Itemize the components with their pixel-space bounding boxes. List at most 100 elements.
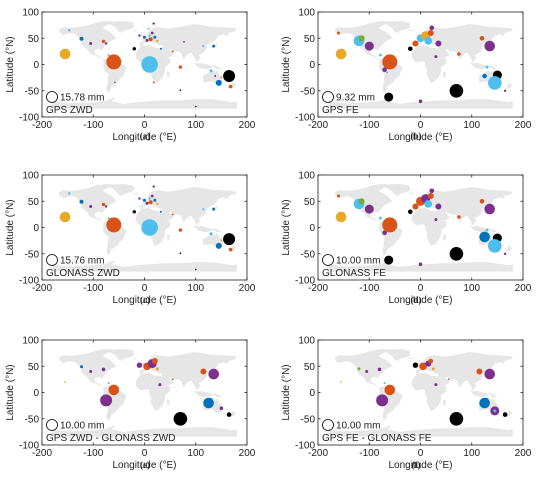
x-tick-label: -100	[359, 448, 379, 459]
station-marker	[434, 218, 438, 222]
panel-caption: (d)	[411, 295, 422, 305]
station-marker	[212, 44, 216, 48]
y-tick-label: 100	[298, 336, 315, 347]
x-tick-label: -200	[32, 448, 52, 459]
station-marker	[145, 201, 149, 205]
panel-caption: (a)	[140, 131, 151, 141]
y-tick-label: -50	[25, 86, 40, 97]
land-antarctica	[52, 260, 237, 272]
station-marker	[429, 25, 435, 31]
station-marker	[485, 228, 489, 232]
land-greenland	[383, 20, 411, 33]
station-marker	[228, 84, 233, 89]
y-tick-label: -100	[19, 276, 39, 287]
land-iceland	[132, 357, 138, 359]
station-marker	[152, 22, 155, 25]
panel-annotation: GLONASS FE	[322, 268, 386, 279]
x-tick-label: -100	[359, 283, 379, 294]
station-marker	[151, 358, 158, 364]
size-legend-value: 9.32 mm	[336, 93, 375, 104]
station-marker	[223, 70, 236, 82]
land-greenland	[107, 183, 135, 196]
station-marker	[141, 56, 158, 73]
land-south-america	[379, 386, 403, 421]
station-marker	[212, 207, 216, 211]
station-marker	[364, 204, 374, 214]
station-marker	[424, 200, 433, 208]
y-tick-label: -50	[25, 414, 40, 425]
y-axis-label: Latitude (°N)	[281, 199, 292, 255]
station-marker	[503, 89, 507, 93]
station-marker	[435, 40, 442, 47]
station-marker	[418, 262, 423, 267]
land-iceland	[408, 357, 414, 359]
land-europe-asia	[415, 24, 513, 63]
land-iceland	[132, 29, 138, 31]
station-marker	[148, 200, 153, 205]
station-marker	[337, 194, 340, 198]
station-marker	[449, 247, 464, 261]
station-marker	[101, 367, 106, 372]
y-tick-label: 100	[298, 171, 315, 182]
station-marker	[202, 45, 205, 48]
x-tick-label: 200	[515, 283, 532, 294]
station-marker	[59, 48, 71, 60]
station-marker	[488, 76, 502, 90]
x-axis-label: Longitude (°E)	[112, 295, 176, 306]
station-marker	[412, 203, 419, 210]
land-south-america	[103, 386, 127, 421]
land-antarctica	[328, 425, 513, 437]
station-marker	[484, 203, 496, 215]
x-tick-label: 200	[239, 283, 256, 294]
x-tick-label: -100	[83, 448, 103, 459]
station-marker	[384, 384, 396, 396]
station-marker	[215, 242, 222, 249]
station-marker	[214, 75, 217, 77]
land-new-guinea	[212, 65, 222, 70]
station-marker	[220, 76, 223, 79]
land-greenland	[383, 348, 411, 361]
y-tick-label: 50	[304, 34, 316, 45]
station-marker	[152, 185, 155, 188]
size-legend-circle	[322, 254, 334, 266]
station-marker	[408, 209, 413, 215]
land-greenland	[107, 348, 135, 361]
station-marker	[114, 81, 116, 84]
station-marker	[447, 378, 450, 381]
station-marker	[386, 71, 389, 74]
station-marker	[195, 105, 197, 108]
y-tick-label: -100	[19, 441, 39, 452]
x-axis-label: Longitude (°E)	[112, 460, 176, 471]
station-marker	[203, 397, 214, 409]
y-tick-label: 50	[304, 197, 316, 208]
y-tick-label: 100	[22, 336, 39, 347]
size-legend-circle	[46, 419, 58, 431]
land-antarctica	[52, 425, 237, 437]
size-legend-circle	[322, 419, 334, 431]
station-marker	[156, 39, 159, 43]
station-marker	[143, 198, 146, 202]
station-marker	[138, 197, 141, 200]
station-marker	[219, 406, 224, 411]
x-tick-label: 100	[187, 283, 204, 294]
station-marker	[408, 46, 413, 52]
station-marker	[220, 239, 223, 242]
x-tick-label: -100	[359, 120, 379, 131]
x-axis-label: Longitude (°E)	[388, 295, 452, 306]
land-africa	[411, 373, 447, 411]
x-tick-label: 100	[463, 283, 480, 294]
y-tick-label: -100	[19, 113, 39, 124]
land-north-america	[334, 348, 393, 389]
station-marker	[145, 38, 149, 42]
station-markers	[59, 22, 236, 108]
station-marker	[106, 54, 122, 70]
station-marker	[68, 192, 71, 195]
station-marker	[449, 84, 464, 98]
station-marker	[357, 367, 361, 371]
size-legend-value: 10.00 mm	[336, 256, 380, 267]
size-legend-circle	[322, 91, 334, 103]
